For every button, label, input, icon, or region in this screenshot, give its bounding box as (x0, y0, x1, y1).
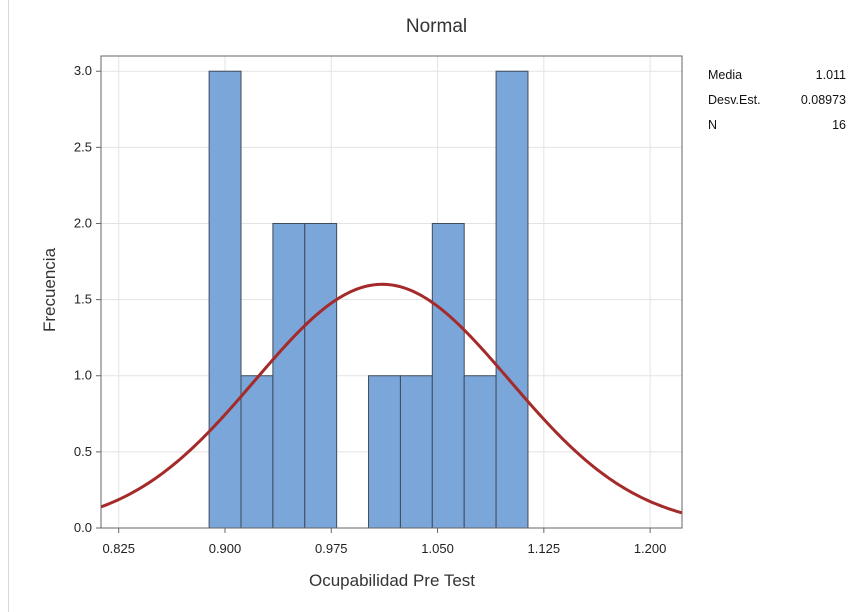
chart-subtitle-wrap: Normal (0, 16, 853, 38)
histogram-bar (495, 70, 529, 529)
x-tick-label: 0.975 (315, 541, 348, 556)
y-tick-label: 1.5 (74, 292, 92, 307)
y-tick-label: 2.0 (74, 215, 92, 230)
stat-label: Desv.Est. (708, 93, 761, 107)
x-tick-label: 1.050 (421, 541, 454, 556)
histogram-bar (304, 222, 338, 529)
left-divider (8, 0, 9, 612)
stat-row-n: N 16 (708, 116, 846, 141)
stat-row-sd: Desv.Est. 0.08973 (708, 91, 846, 116)
plot-frame (100, 55, 683, 529)
stats-panel: Media 1.011 Desv.Est. 0.08973 N 16 (708, 66, 846, 141)
y-tick-label: 2.5 (74, 139, 92, 154)
y-axis-label: Frecuencia (40, 247, 59, 333)
histogram-bar (208, 70, 242, 529)
y-tick-label: 0.5 (74, 444, 92, 459)
x-tick-label: 1.125 (528, 541, 561, 556)
histogram-bar (240, 375, 274, 529)
x-axis-label: Ocupabilidad Pre Test (308, 571, 476, 590)
x-tick-label: 0.900 (209, 541, 242, 556)
stat-label: Media (708, 68, 743, 82)
stat-value: 0.08973 (800, 93, 846, 107)
histogram-bar (272, 222, 306, 529)
stat-value: 1.011 (815, 68, 846, 82)
histogram-bar (431, 222, 465, 529)
histogram-bar (399, 375, 433, 529)
x-tick-label: 0.825 (102, 541, 135, 556)
stat-row-mean: Media 1.011 (708, 66, 846, 91)
chart-subtitle: Normal (405, 16, 468, 37)
stat-value: 16 (832, 118, 846, 132)
y-tick-label: 0.0 (74, 520, 92, 535)
y-tick-label: 1.0 (74, 368, 92, 383)
histogram-bar (463, 375, 497, 529)
x-tick-label: 1.200 (634, 541, 667, 556)
stat-label: N (708, 118, 718, 132)
histogram-bar (368, 375, 401, 529)
normal-fit-curve (100, 282, 683, 515)
y-tick-label: 3.0 (74, 63, 92, 78)
